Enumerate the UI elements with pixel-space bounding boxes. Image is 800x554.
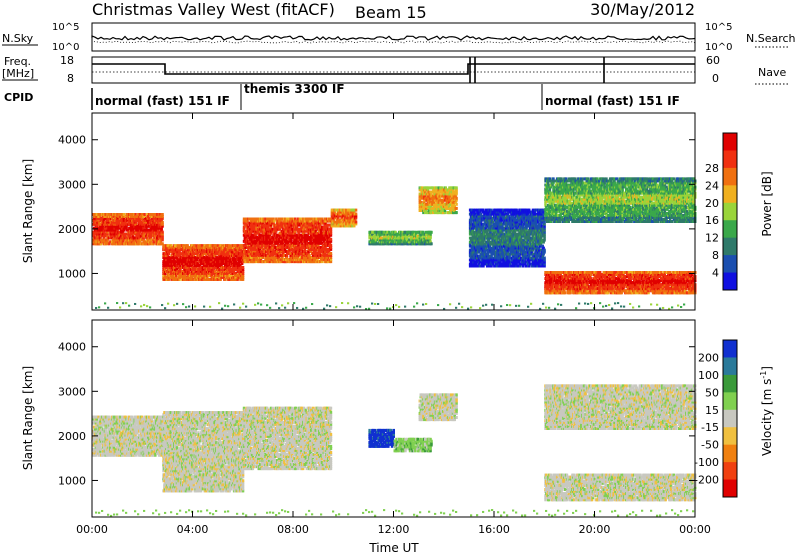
- noise-left-tick-bottom: 10^0: [52, 42, 79, 53]
- range-cell: [455, 186, 457, 189]
- nave-label: Nave: [758, 66, 786, 79]
- range-cell: [455, 197, 457, 200]
- cpid-label: CPID: [4, 91, 33, 104]
- freq-unit-label: [MHz]: [2, 67, 34, 80]
- range-cell: [242, 266, 244, 269]
- range-cell: [430, 231, 432, 234]
- range-cell: [143, 213, 145, 216]
- noise-right-tick-bottom: 10^0: [705, 42, 732, 53]
- nsearch-label: N.Search: [746, 32, 796, 45]
- noise-right-tick-top: 10^5: [705, 22, 732, 33]
- range-cell: [330, 238, 332, 241]
- range-cell: [455, 207, 457, 210]
- cpid-panel: normal (fast) 151 IF themis 3300 IF norm…: [92, 82, 680, 110]
- range-cell: [161, 213, 163, 216]
- range-cell: [455, 203, 457, 206]
- range-cell: [330, 244, 332, 247]
- range-cell: [161, 231, 163, 234]
- range-cell: [430, 242, 432, 245]
- date-title: 30/May/2012: [590, 0, 695, 19]
- freq-right-tick-bottom: 0: [712, 72, 719, 85]
- range-cell: [161, 221, 163, 224]
- freq-right-tick-top: 60: [706, 54, 720, 67]
- noise-panel: 10^5 10^0 10^5 10^0: [52, 22, 732, 53]
- beam-title: Beam 15: [355, 3, 427, 22]
- frequency-panel: 18 8 60 0: [60, 54, 720, 85]
- nsky-label: N.Sky: [2, 32, 34, 45]
- cpid-segment-2: themis 3300 IF: [244, 82, 345, 96]
- freq-left-tick-bottom: 8: [67, 72, 74, 85]
- range-cell: [330, 252, 332, 255]
- range-cell: [355, 221, 357, 224]
- freq-left-tick-top: 18: [60, 54, 74, 67]
- noise-search-trace: [92, 41, 695, 43]
- range-cell: [355, 213, 357, 216]
- noise-left-tick-top: 10^5: [52, 22, 79, 33]
- power-cells: [92, 177, 697, 310]
- range-cell: [355, 209, 357, 212]
- range-cell: [455, 211, 457, 214]
- station-title: Christmas Valley West (fitACF): [92, 0, 335, 19]
- noise-sky-trace: [92, 36, 695, 40]
- cpid-segment-1: normal (fast) 151 IF: [95, 94, 230, 108]
- cpid-segment-3: normal (fast) 151 IF: [545, 94, 680, 108]
